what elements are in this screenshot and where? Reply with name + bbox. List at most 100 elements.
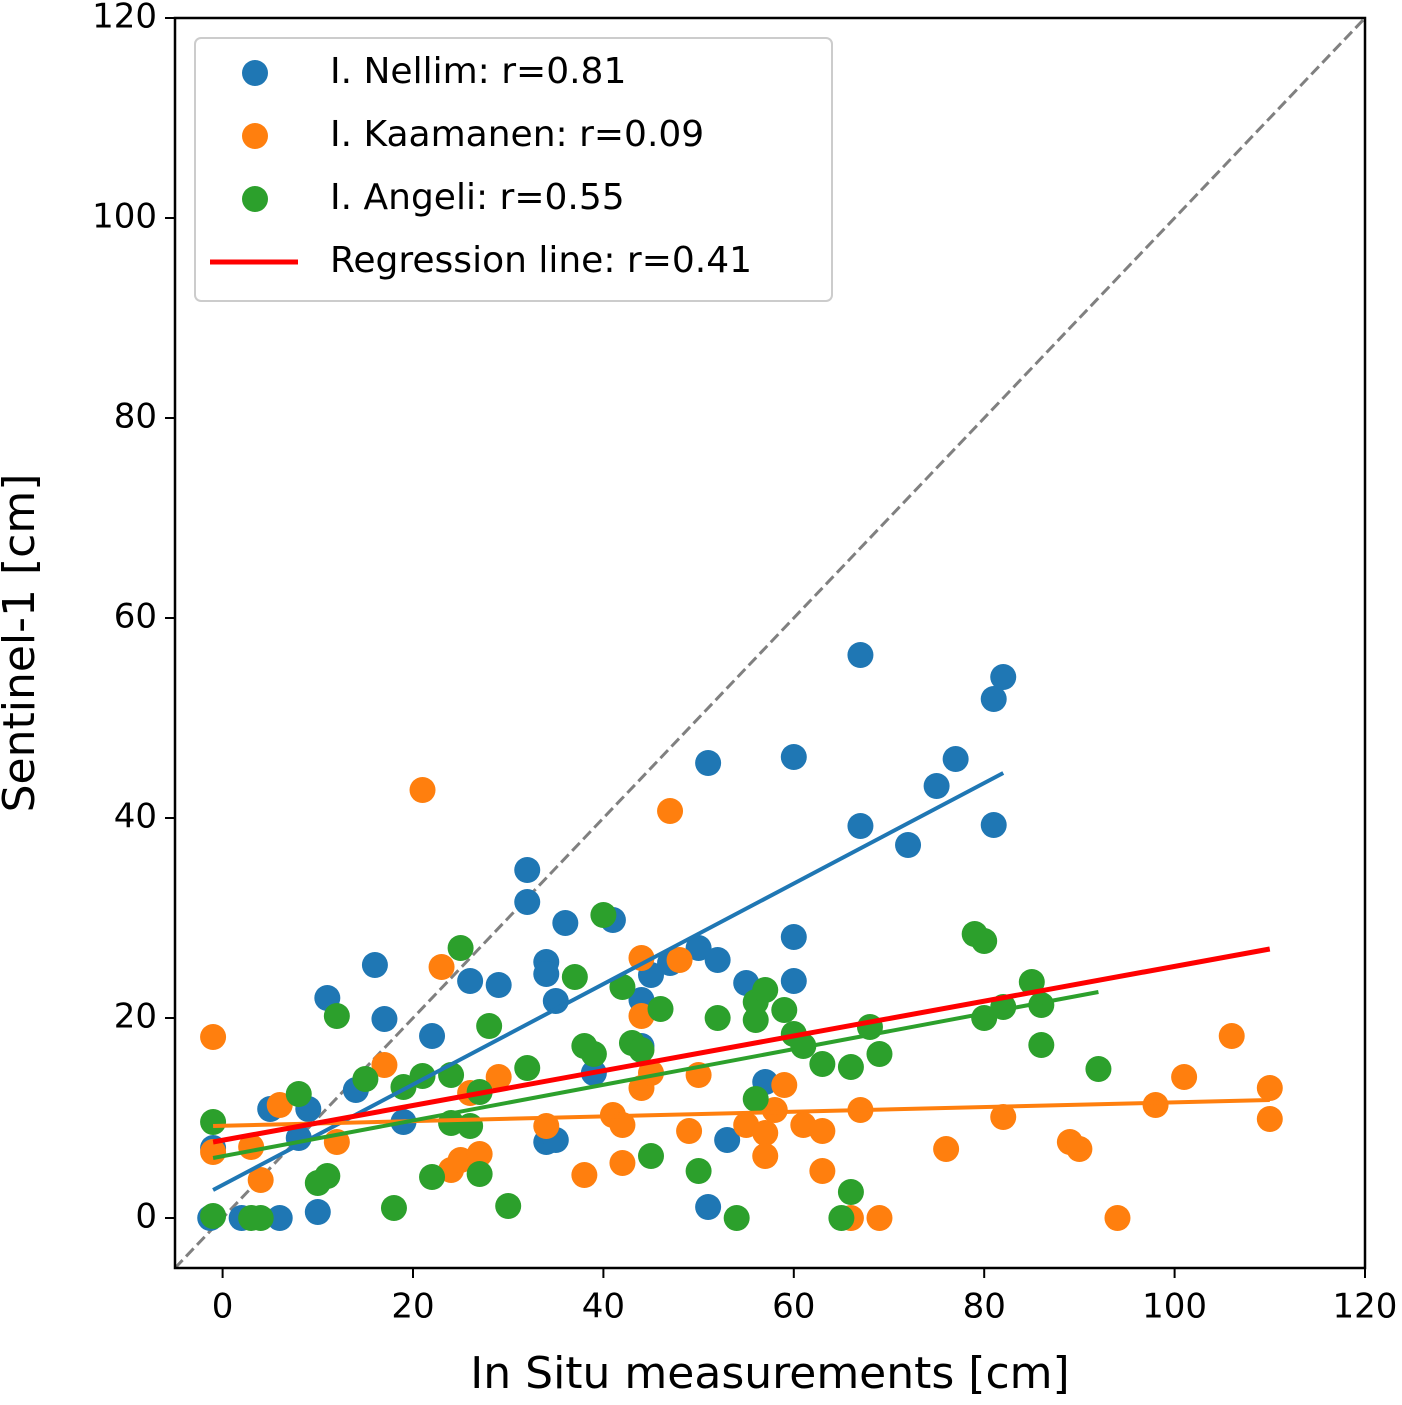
y-tick-label: 0 (135, 1197, 157, 1237)
scatter-point (752, 977, 779, 1003)
scatter-point (419, 1023, 446, 1049)
y-tick-label: 100 (92, 197, 157, 237)
scatter-point (647, 996, 674, 1022)
x-tick-label: 80 (963, 1287, 1006, 1327)
scatter-point (638, 1143, 664, 1169)
scatter-point (247, 1205, 274, 1231)
scatter-point (266, 1092, 293, 1118)
scatter-point (457, 968, 484, 994)
scatter-point (695, 1194, 722, 1220)
y-tick-label: 80 (114, 397, 157, 437)
scatter-point (514, 857, 541, 883)
scatter-point (514, 1055, 541, 1081)
scatter-point (466, 1141, 493, 1167)
x-tick-label: 20 (391, 1287, 434, 1327)
y-tick-label: 120 (92, 0, 157, 37)
scatter-point (514, 889, 541, 915)
scatter-point (685, 935, 712, 961)
x-tick-label: 0 (212, 1287, 234, 1327)
scatter-point (704, 947, 731, 973)
scatter-point (752, 1120, 779, 1146)
scatter-point (200, 1109, 227, 1135)
scatter-point (723, 1205, 750, 1231)
scatter-point (1171, 1064, 1198, 1090)
scatter-point (590, 902, 617, 928)
fit-line (213, 1098, 1270, 1128)
scatter-point (428, 954, 455, 980)
scatter-point (1085, 1056, 1112, 1082)
scatter-point (761, 1097, 788, 1123)
scatter-point (609, 974, 636, 1000)
x-axis-label: In Situ measurements [cm] (470, 1348, 1069, 1399)
scatter-point (752, 1143, 779, 1169)
scatter-point (866, 1041, 893, 1067)
scatter-point (1028, 992, 1055, 1018)
scatter-point (380, 1195, 407, 1221)
scatter-point (742, 1007, 769, 1033)
scatter-point (485, 1064, 512, 1090)
scatter-point (457, 1113, 484, 1139)
scatter-point (628, 945, 655, 971)
legend-marker (242, 123, 268, 149)
fit-line (212, 771, 1005, 1192)
scatter-point (666, 947, 693, 973)
scatter-point (942, 746, 969, 772)
scatter-point (1256, 1075, 1283, 1101)
scatter-point (780, 968, 807, 994)
plot-area (175, 18, 1365, 1268)
scatter-point (980, 812, 1007, 838)
scatter-point (285, 1081, 312, 1107)
scatter-point (304, 1199, 331, 1225)
scatter-point (476, 1013, 503, 1039)
scatter-point (685, 1158, 712, 1184)
legend-marker (242, 186, 268, 212)
scatter-point (371, 1052, 398, 1078)
scatter-point (1256, 1106, 1283, 1132)
scatter-point (266, 1205, 293, 1231)
scatter-point (628, 1037, 655, 1063)
scatter-point (866, 1205, 893, 1231)
legend-box (194, 37, 833, 302)
scatter-point (314, 1163, 341, 1189)
scatter-point (809, 1158, 836, 1184)
scatter-point (561, 964, 588, 990)
legend-marker (242, 60, 268, 86)
scatter-point (1218, 1023, 1245, 1049)
scatter-point (361, 952, 388, 978)
scatter-point (990, 664, 1017, 690)
scatter-point (552, 910, 579, 936)
scatter-point (676, 1118, 703, 1144)
y-tick-label: 20 (114, 997, 157, 1037)
legend-label: I. Nellim: r=0.81 (330, 51, 626, 92)
scatter-point (990, 1104, 1017, 1130)
scatter-point (780, 744, 807, 770)
scatter-point (1018, 969, 1045, 995)
scatter-point (828, 1205, 855, 1231)
scatter-point (809, 1051, 836, 1077)
scatter-point (352, 1066, 379, 1092)
scatter-point (419, 1164, 446, 1190)
scatter-point (714, 1127, 741, 1153)
scatter-point (980, 686, 1007, 712)
x-tick-label: 40 (582, 1287, 625, 1327)
legend-label: I. Kaamanen: r=0.09 (330, 114, 704, 155)
scatter-point (695, 750, 722, 776)
scatter-point (923, 773, 950, 799)
scatter-point (933, 1136, 960, 1162)
scatter-point (1028, 1032, 1055, 1058)
y-axis-label: Sentinel-1 [cm] (0, 474, 45, 813)
scatter-point (247, 1167, 274, 1193)
scatter-point (1104, 1205, 1131, 1231)
scatter-point (447, 935, 474, 961)
scatter-point (466, 1161, 493, 1187)
scatter-point (200, 1139, 227, 1165)
scatter-point (971, 928, 998, 954)
scatter-point (409, 777, 436, 803)
scatter-point (571, 1162, 598, 1188)
scatter-point (485, 972, 512, 998)
scatter-point (580, 1041, 607, 1067)
scatter-point (1142, 1092, 1169, 1118)
x-tick-label: 100 (1142, 1287, 1207, 1327)
scatter-point (847, 813, 874, 839)
scatter-point (771, 1072, 798, 1098)
